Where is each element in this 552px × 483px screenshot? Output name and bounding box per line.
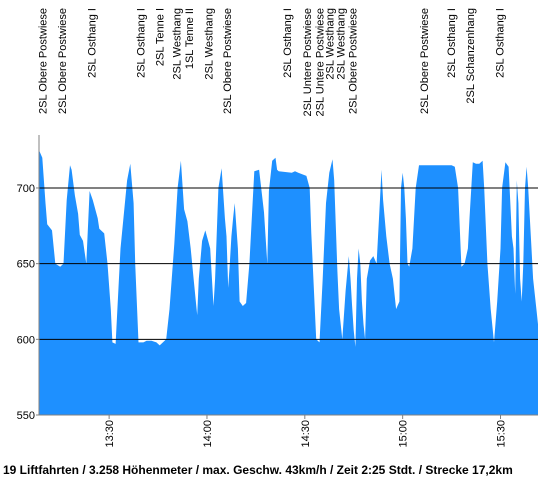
- lift-label: 2SL Osthang I: [282, 8, 294, 78]
- lift-label: 2SL Untere Postwiese: [302, 8, 314, 116]
- lift-label: 2SL Westhang: [336, 8, 348, 80]
- gridlines: [39, 187, 538, 340]
- x-tick-labels: 13:30 14:00 14:30 15:00 15:30: [104, 415, 508, 448]
- y-tick-label: 600: [17, 334, 35, 346]
- y-tick-labels: 550 600 650 700: [17, 183, 39, 422]
- lift-label: 2SL Obere Postwiese: [38, 8, 50, 114]
- lift-label: 2SL Obere Postwiese: [222, 8, 234, 114]
- lift-label: 2SL Osthang I: [446, 8, 458, 78]
- lift-label: 2SL Westhang: [172, 8, 184, 80]
- axes: [38, 135, 538, 416]
- lift-label: 2SL Osthang I: [135, 8, 147, 78]
- lift-label: 1SL Tenne II: [184, 8, 196, 69]
- lift-labels: 2SL Obere Postwiese 2SL Obere Postwiese 2S…: [38, 8, 507, 116]
- chart-caption: 19 Liftfahrten / 3.258 Höhenmeter / max.…: [3, 463, 513, 477]
- y-tick-label: 650: [17, 259, 35, 271]
- x-tick-label: 15:30: [496, 420, 508, 448]
- lift-label: 2SL Tenne I: [155, 8, 167, 66]
- x-tick-label: 13:30: [104, 420, 116, 448]
- x-tick-label: 15:00: [398, 420, 410, 448]
- lift-label: 2SL Osthang I: [495, 8, 507, 78]
- elevation-area: [39, 150, 538, 415]
- lift-label: 2SL Obere Postwiese: [57, 8, 69, 114]
- x-tick-label: 14:00: [202, 420, 214, 448]
- lift-label: 2SL Westhang: [204, 8, 216, 80]
- x-tick-label: 14:30: [300, 420, 312, 448]
- y-tick-label: 550: [17, 410, 35, 422]
- lift-label: 2SL Obere Postwiese: [347, 8, 359, 114]
- lift-label: 2SL Osthang I: [87, 8, 99, 78]
- lift-label: 2SL Obere Postwiese: [419, 8, 431, 114]
- lift-label: 2SL Schanzenhang: [465, 8, 477, 104]
- lift-label: 2SL Westhang: [324, 8, 336, 80]
- elevation-series: [39, 150, 538, 415]
- lift-label: 2SL Untere Postwiese: [315, 8, 327, 116]
- y-tick-label: 700: [17, 183, 35, 195]
